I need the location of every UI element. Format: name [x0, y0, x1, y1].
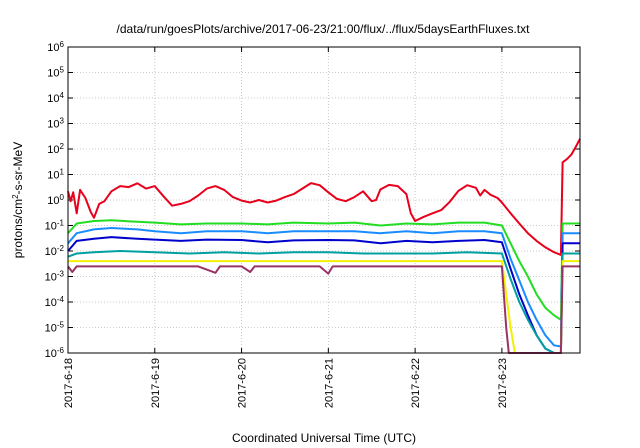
y-tick-label: 105	[47, 65, 64, 80]
y-tick-label: 10-1	[45, 218, 65, 233]
y-tick-labels: 10-6 10-5 10-4 10-3 10-2 10-1 100 101 102 103 104 1…	[45, 40, 65, 361]
y-tick-label: 102	[47, 142, 64, 157]
x-tick-labels: 2017-6-18 2017-6-19 2017-6-20 2017-6-21 2017…	[63, 358, 509, 408]
x-tick-label: 2017-6-22	[410, 358, 422, 408]
series-line-1	[67, 138, 581, 256]
x-tick-label: 2017-6-19	[150, 358, 162, 408]
y-axis-label: protons/cm2-s-sr-MeV	[11, 142, 26, 258]
y-tick-label: 100	[47, 193, 64, 208]
x-axis-label: Coordinated Universal Time (UTC)	[232, 431, 416, 445]
y-tick-label: 10-6	[45, 346, 65, 361]
y-tick-label: 103	[47, 116, 64, 131]
y-tick-label: 106	[47, 40, 64, 55]
series-line-2	[67, 219, 580, 321]
x-tick-label: 2017-6-21	[323, 358, 335, 408]
y-tick-label: 10-2	[45, 244, 65, 259]
series-line-3	[67, 227, 580, 348]
y-tick-label: 10-3	[45, 269, 65, 284]
grid	[67, 46, 580, 354]
y-tick-label: 101	[47, 167, 64, 182]
plot-frame	[67, 46, 581, 354]
series-line-7	[67, 265, 580, 354]
y-tick-label: 10-4	[45, 295, 65, 310]
y-tick-label: 104	[47, 91, 64, 106]
x-tick-label: 2017-6-23	[497, 358, 509, 408]
x-tick-label: 2017-6-18	[63, 358, 75, 408]
chart-title: /data/run/goesPlots/archive/2017-06-23/2…	[117, 22, 531, 36]
y-tick-label: 10-5	[45, 320, 65, 335]
series-lines	[67, 138, 581, 354]
x-tick-label: 2017-6-20	[237, 358, 249, 408]
